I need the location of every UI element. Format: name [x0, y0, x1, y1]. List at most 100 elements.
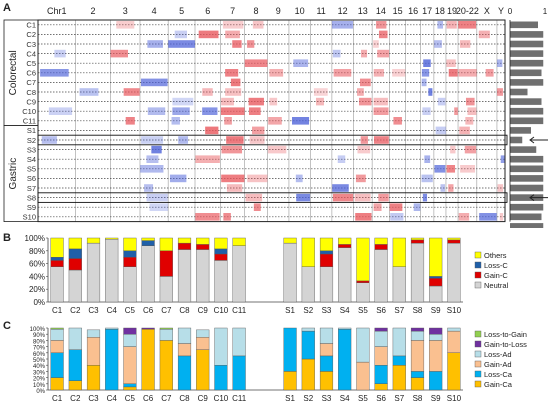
- bar-segment: [177, 327, 192, 344]
- cnv-segment: [355, 174, 366, 183]
- cnv-segment: [146, 193, 168, 202]
- bar-segment: [50, 340, 64, 353]
- bar-segment: [429, 285, 443, 303]
- bar-segment: [356, 237, 370, 282]
- cnv-segment: [140, 78, 168, 87]
- cnv-segment: [171, 117, 180, 125]
- cnv-segment: [151, 145, 162, 154]
- cnv-segment: [172, 97, 194, 106]
- bar-segment: [196, 349, 210, 391]
- bar-segment: [50, 377, 64, 391]
- y-tick-label: 60%: [29, 260, 45, 269]
- group-box: [3, 125, 39, 222]
- side-axis-label: 0: [508, 7, 513, 16]
- cnv-segment: [437, 21, 444, 29]
- bar-segment: [429, 237, 443, 277]
- y-tick-label: 70%: [33, 346, 46, 352]
- cnv-segment: [293, 59, 309, 67]
- bar-segment: [429, 371, 443, 391]
- cnv-segment: [373, 107, 389, 115]
- cnv-segment: [459, 40, 471, 48]
- bar-segment: [356, 361, 370, 391]
- legend-label: Neutral: [484, 281, 509, 290]
- bar-segment: [410, 237, 425, 241]
- bar-segment: [319, 250, 334, 255]
- legend-swatch: [474, 370, 482, 378]
- cnv-segment: [54, 49, 66, 58]
- bar-segment: [392, 355, 406, 366]
- bar-segment: [177, 343, 192, 357]
- cnv-segment: [467, 107, 477, 115]
- sample-label: C11: [23, 117, 36, 126]
- bar-segment: [429, 340, 443, 372]
- x-tick-label: C5: [125, 394, 136, 403]
- bar-segment: [429, 334, 443, 341]
- panel-label-b: B: [3, 232, 11, 244]
- x-tick-label: S2: [303, 306, 313, 315]
- bar-segment: [283, 237, 297, 244]
- chromosome-label: Y: [498, 6, 504, 16]
- sample-label: S2: [27, 136, 36, 145]
- side-bar: [510, 223, 544, 228]
- bar-segment: [319, 355, 334, 372]
- cnv-segment: [247, 174, 268, 183]
- x-tick-label: S2: [303, 394, 313, 403]
- bar-segment: [232, 355, 246, 391]
- cnv-segment: [225, 30, 240, 39]
- legend-swatch: [474, 360, 482, 368]
- cnv-segment: [423, 59, 431, 67]
- bar-segment: [374, 249, 388, 303]
- chromosome-label: 11: [316, 6, 325, 16]
- bar-segment: [214, 327, 228, 366]
- side-bar: [510, 136, 523, 144]
- side-bar: [510, 184, 544, 192]
- cnv-segment: [376, 21, 387, 29]
- y-tick-label: 100%: [25, 234, 45, 243]
- chart-c-gain-loss-types: 0%10%20%30%40%50%60%70%80%90%100% C1 C2 C3 C…: [30, 327, 528, 403]
- bar-segment: [214, 237, 228, 250]
- cnv-segment: [48, 107, 73, 115]
- cnv-segment: [485, 69, 494, 77]
- legend-swatch: [474, 380, 482, 388]
- x-tick-label: C3: [88, 306, 99, 315]
- bar-segment: [283, 242, 297, 303]
- y-tick-label: 50%: [33, 358, 46, 364]
- bar-segment: [141, 327, 155, 330]
- x-tick-label: S8: [413, 306, 423, 315]
- bar-segment: [319, 237, 334, 252]
- bar-segment: [50, 260, 64, 267]
- bar-segment: [196, 244, 210, 250]
- sample-label: C9: [26, 97, 36, 106]
- cnv-segment: [248, 107, 261, 115]
- cnv-segment: [373, 40, 379, 48]
- cnv-segment: [221, 174, 245, 183]
- cnv-segment: [478, 30, 490, 39]
- cnv-segment: [360, 136, 368, 144]
- bar-segment: [374, 346, 388, 366]
- cnv-segment: [232, 40, 242, 48]
- cnv-segment: [220, 107, 245, 115]
- side-bar: [510, 175, 544, 182]
- x-tick-label: C6: [143, 394, 154, 403]
- side-bar: [510, 21, 538, 29]
- cnv-segment: [149, 203, 169, 211]
- cnv-segment: [141, 136, 164, 144]
- cnv-segment: [435, 126, 446, 135]
- bar-segment: [105, 239, 119, 303]
- bar-segment: [319, 253, 334, 268]
- cnv-segment: [315, 97, 324, 106]
- bar-segment: [410, 242, 425, 303]
- sample-label: S7: [27, 184, 36, 193]
- bar-segment: [196, 237, 210, 245]
- chromosome-label: 20-22: [456, 6, 479, 16]
- chromosome-label: 4: [152, 6, 157, 16]
- bar-segment: [123, 327, 137, 335]
- legend-label: Loss-Ca: [484, 370, 513, 379]
- x-tick-label: S4: [340, 394, 350, 403]
- sample-label: C3: [26, 40, 36, 49]
- side-bar: [510, 50, 544, 57]
- cnv-segment: [244, 59, 268, 67]
- x-tick-label: C11: [232, 394, 247, 403]
- side-bar: [510, 98, 542, 105]
- cnv-segment: [110, 49, 128, 58]
